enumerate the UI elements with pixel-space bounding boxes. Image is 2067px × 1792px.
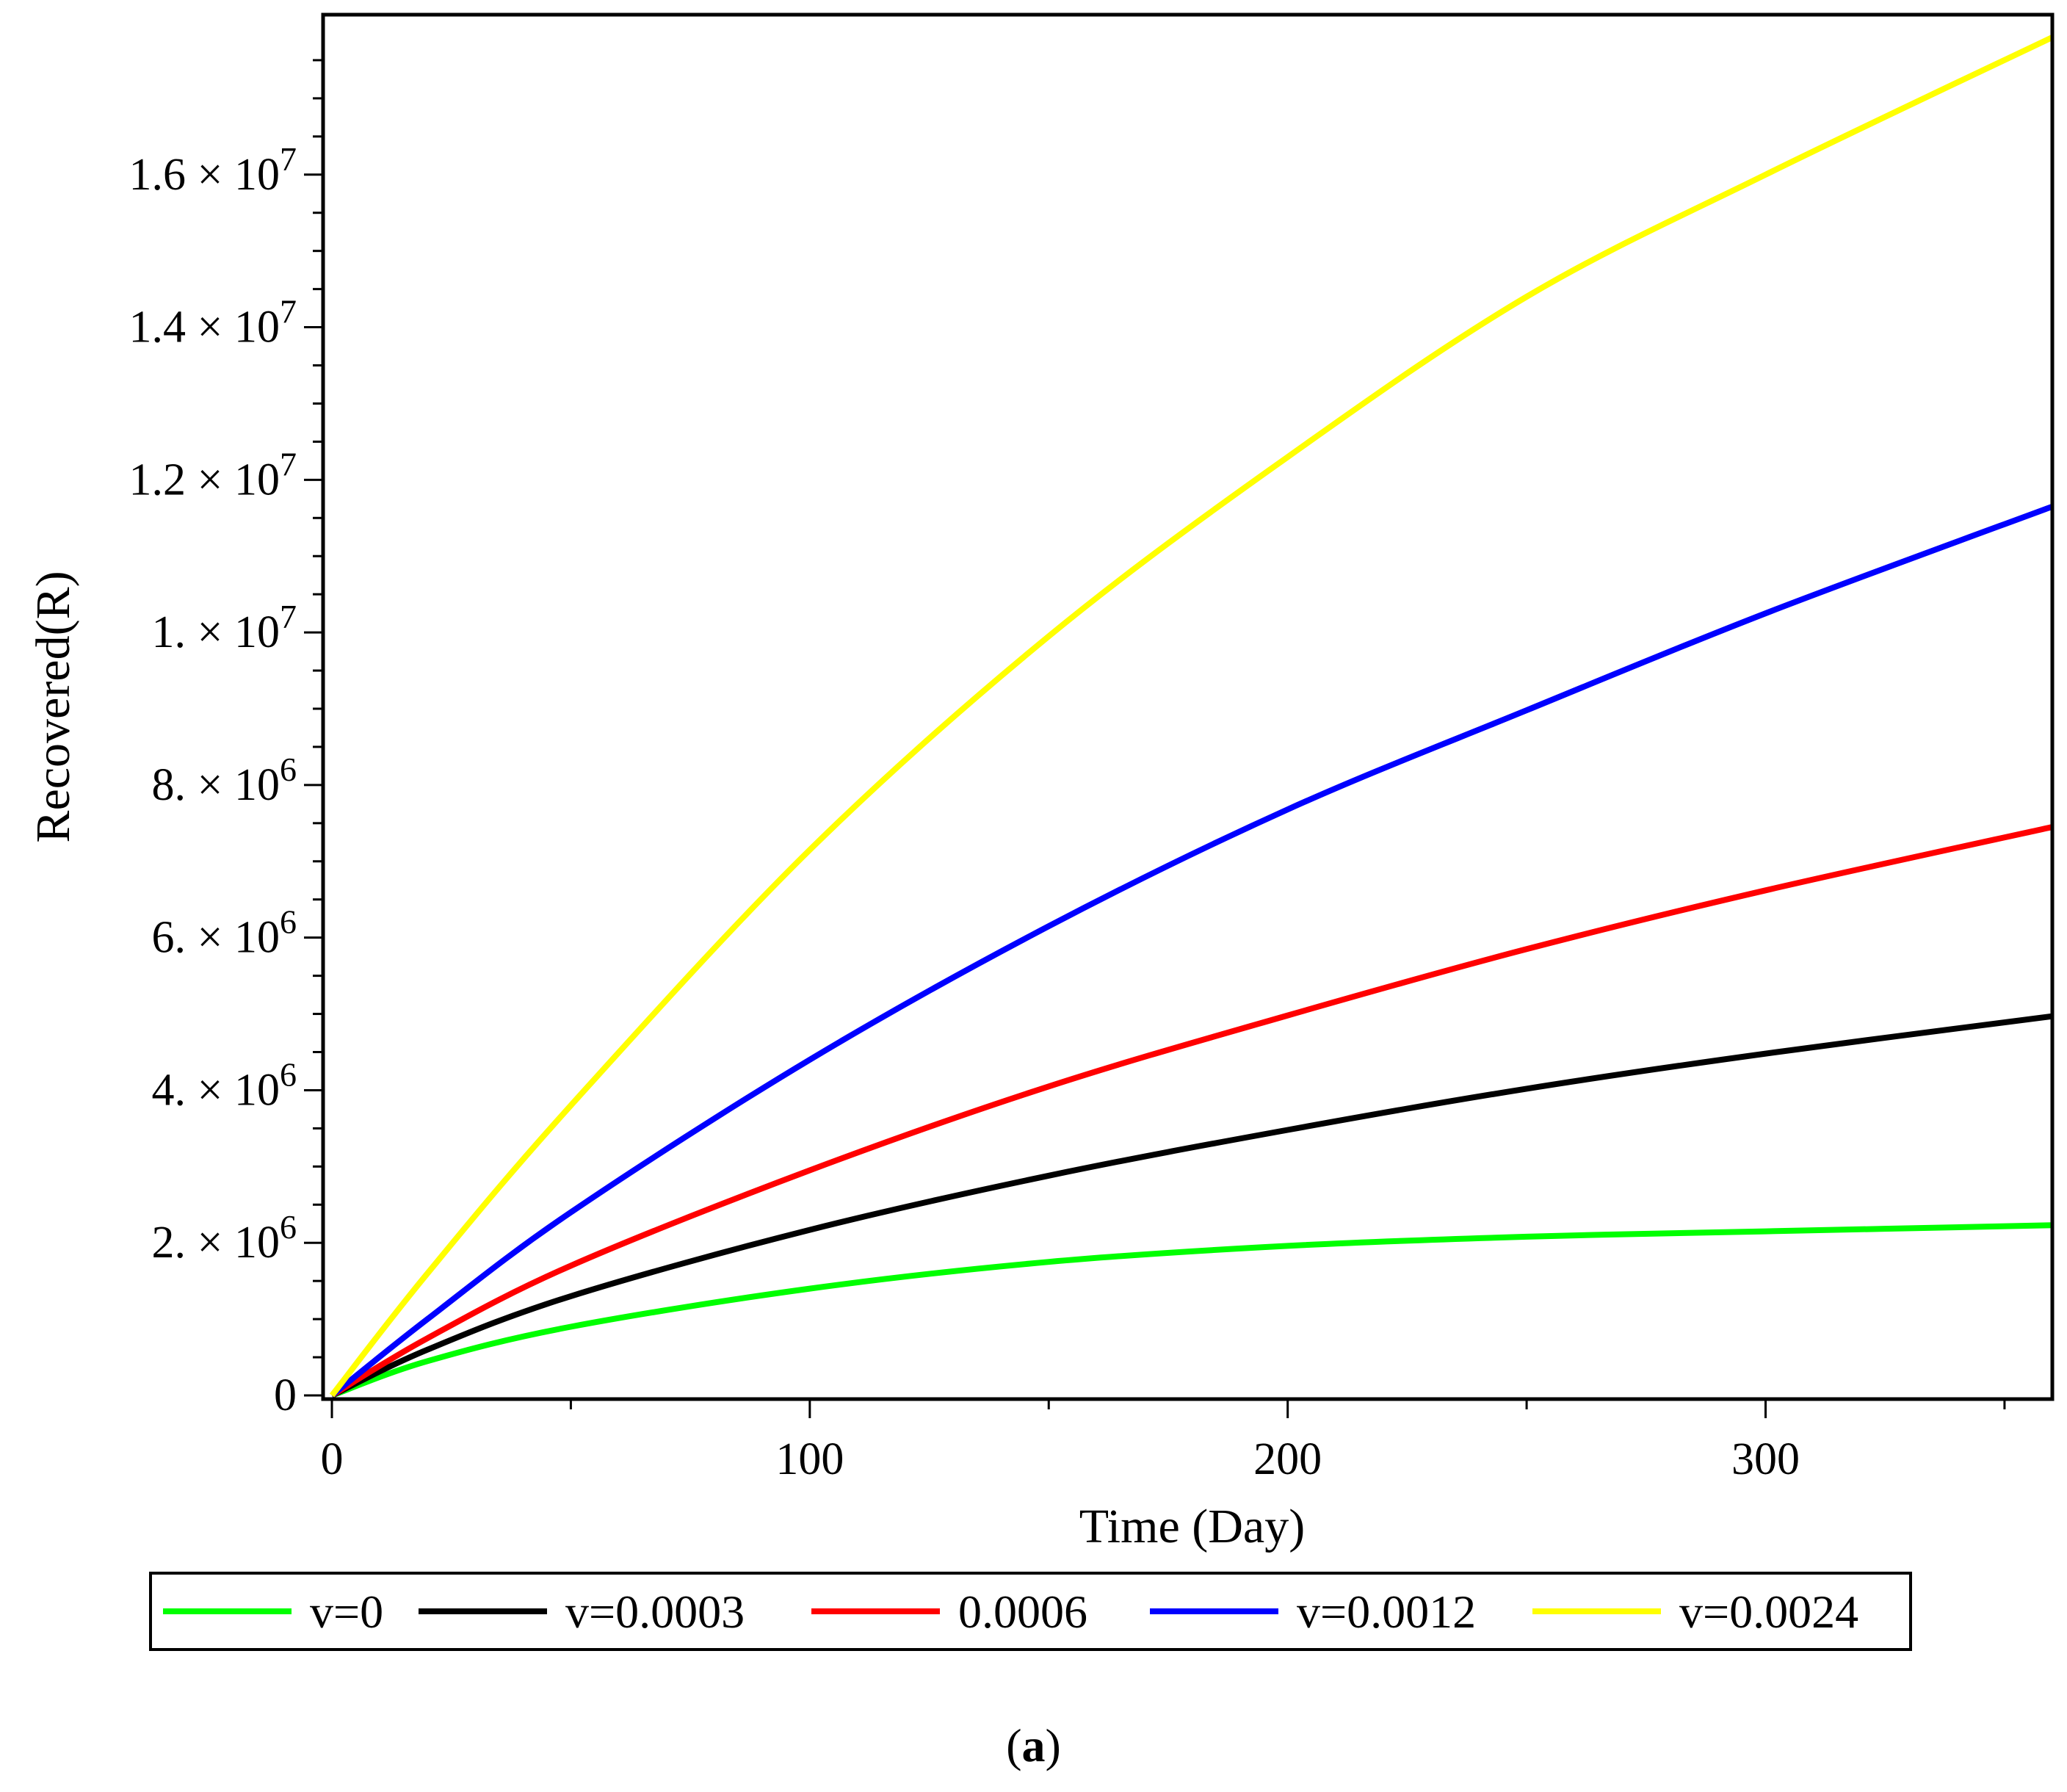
legend-label-1: v=0.0003 (565, 1586, 745, 1638)
y-tick-label-8: 1.6 × 107 (129, 140, 297, 200)
legend-label-4: v=0.0024 (1679, 1586, 1858, 1638)
series-line-2 (330, 824, 2053, 1398)
caption-close: ) (1045, 1719, 1061, 1771)
x-axis-title: Time (Day) (1079, 1500, 1305, 1553)
series-line-4 (329, 35, 2054, 1398)
x-tick-label-1: 100 (775, 1434, 844, 1484)
ticks-layer: 0 100 200 300 0 2. × 106 4. × 106 6. × 106 8. × … (129, 59, 2006, 1484)
plot-frame (321, 12, 2055, 1401)
legend-box (149, 1572, 1912, 1651)
series-line-1 (330, 1013, 2053, 1398)
x-tick-label-0: 0 (321, 1434, 344, 1484)
legend: v=0 v=0.0003 0.0006 v=0.0012 v=0.0024 (149, 1572, 1912, 1651)
legend-label-3: v=0.0012 (1297, 1586, 1476, 1638)
y-axis-title: Recovered(R) (26, 571, 80, 842)
y-tick-label-4: 8. × 106 (152, 751, 297, 810)
caption-label: a (1021, 1719, 1046, 1771)
legend-label-0: v=0 (310, 1586, 383, 1638)
figure-caption: (a) (0, 1719, 2067, 1773)
x-tick-label-3: 300 (1731, 1434, 1800, 1484)
series-line-0 (330, 1222, 2053, 1398)
y-tick-label-3: 6. × 106 (152, 903, 297, 963)
legend-items: v=0 v=0.0003 0.0006 v=0.0012 v=0.0024 (163, 1586, 1858, 1638)
y-tick-label-0: 0 (274, 1370, 297, 1420)
series-layer (329, 35, 2054, 1398)
series-line-3 (330, 503, 2054, 1398)
y-tick-label-7: 1.4 × 107 (129, 293, 297, 353)
x-tick-label-2: 200 (1253, 1434, 1322, 1484)
y-tick-label-6: 1.2 × 107 (129, 445, 297, 505)
y-tick-label-1: 2. × 106 (152, 1208, 297, 1268)
y-tick-label-5: 1. × 107 (152, 598, 297, 657)
caption-open: ( (1006, 1719, 1022, 1771)
legend-label-2: 0.0006 (958, 1586, 1087, 1638)
y-tick-label-2: 4. × 106 (152, 1055, 297, 1115)
